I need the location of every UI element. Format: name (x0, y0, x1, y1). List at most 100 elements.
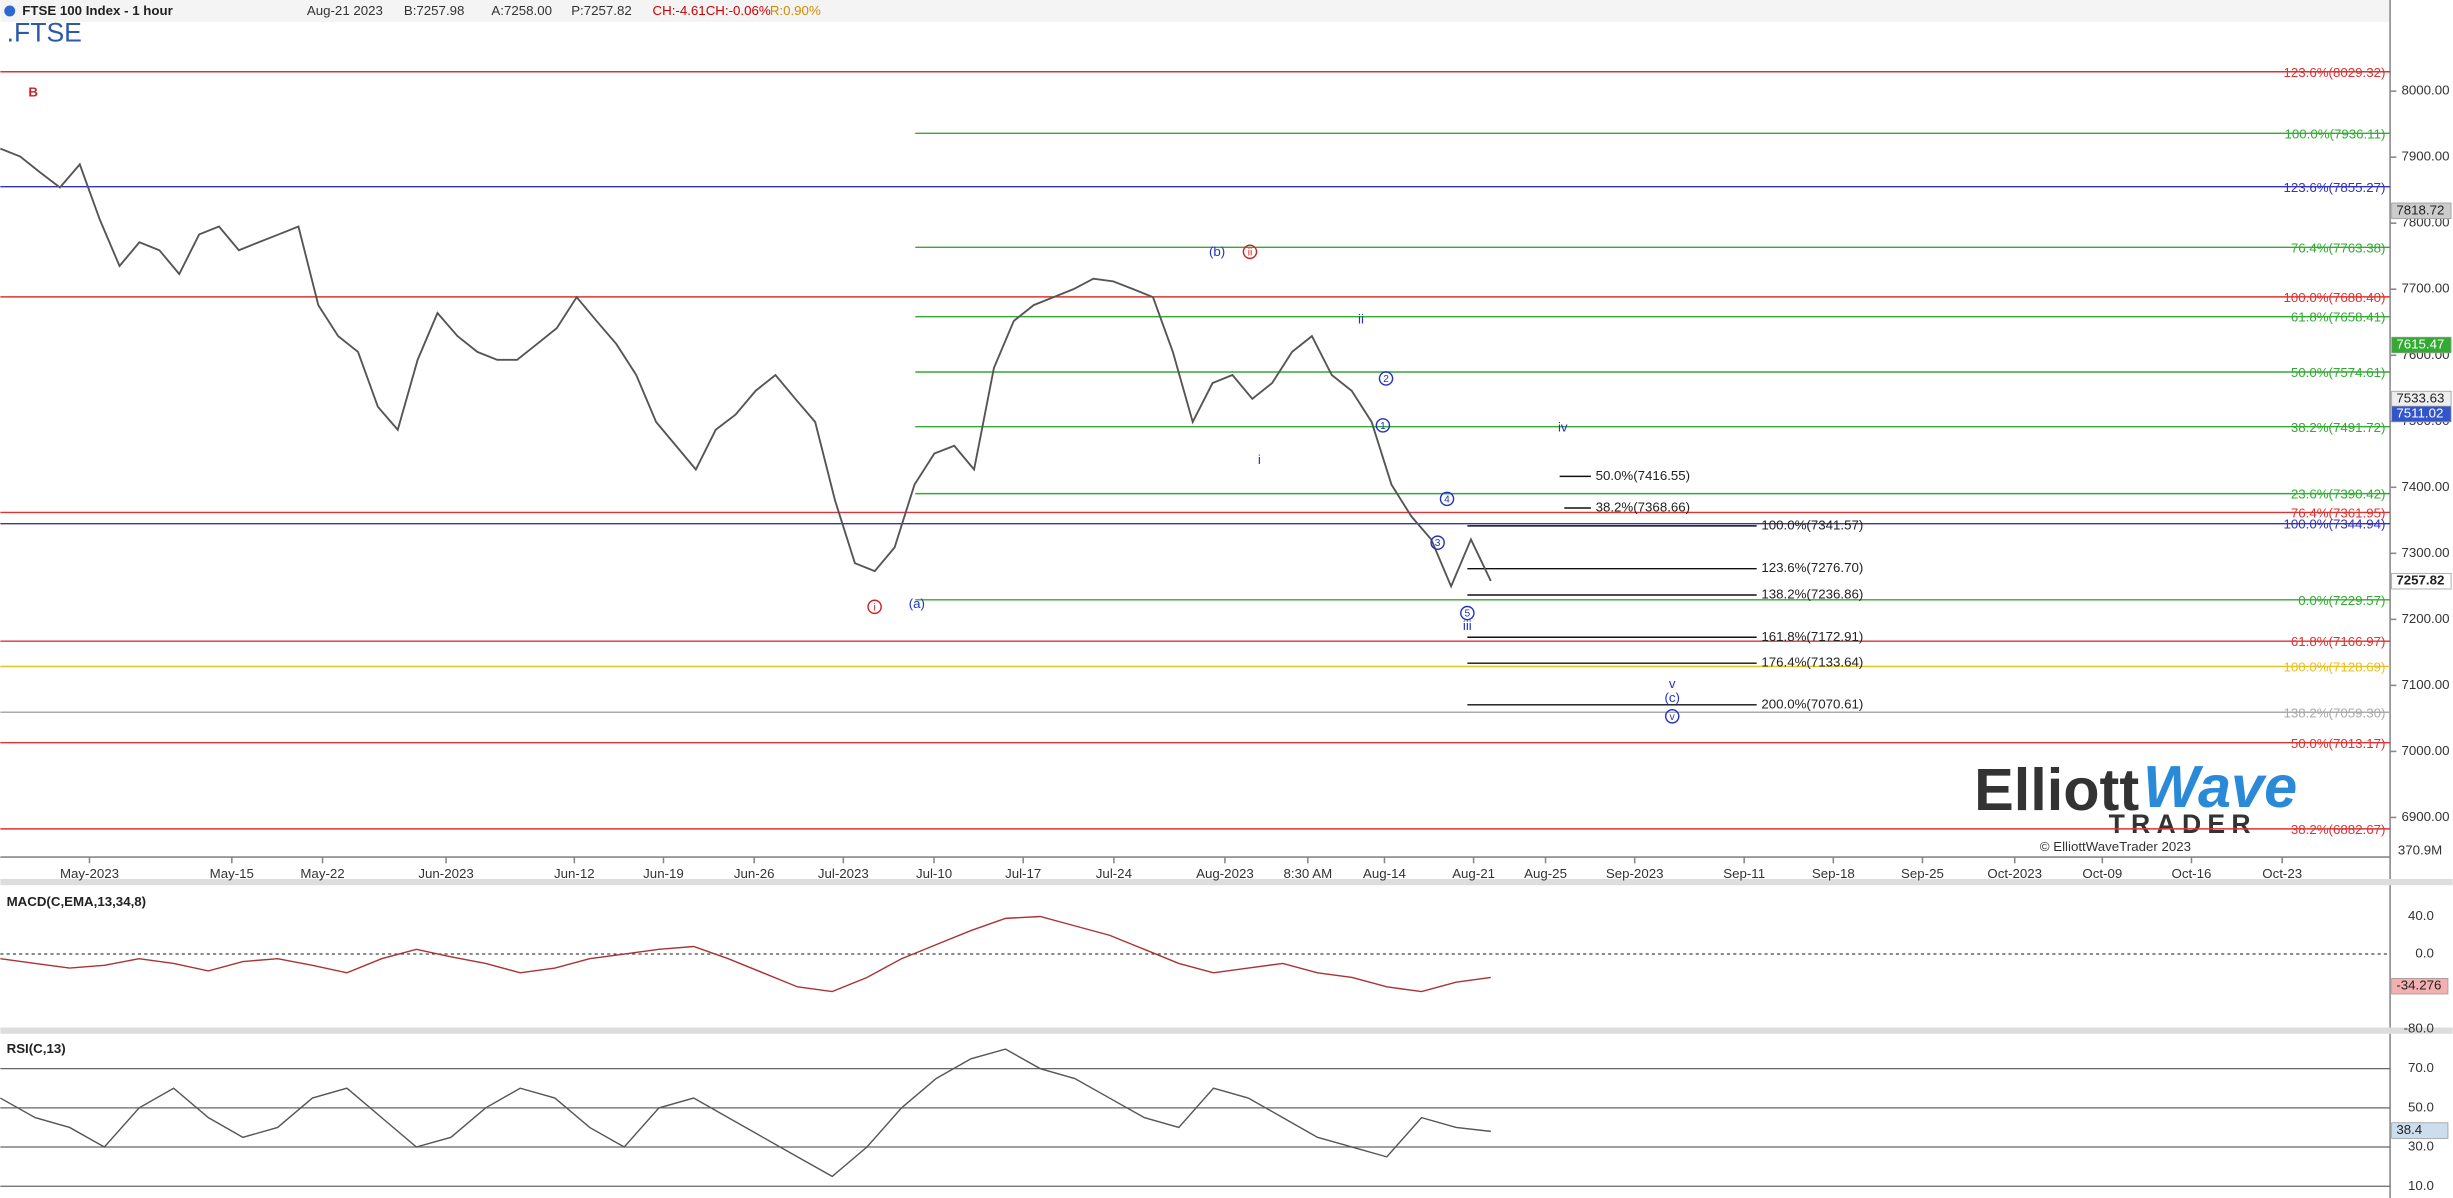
y-tick-label: 40.0 (2408, 908, 2434, 923)
price-badge (2391, 336, 2452, 354)
price-badge (2391, 572, 2452, 590)
fib-label: 123.6%(8029.32) (2283, 65, 2385, 80)
price-line (0, 147, 1492, 589)
x-tick-label: Oct-09 (2082, 866, 2122, 881)
y-tick-label: 7000.00 (2402, 743, 2450, 758)
x-tick-label: 8:30 AM (1283, 866, 1332, 881)
x-tick-label: Aug-21 (1452, 866, 1495, 881)
price-badge-label: 7511.02 (2396, 406, 2443, 421)
header-dot (4, 5, 16, 17)
wave-label: (b) (1209, 244, 1225, 259)
header-item: B:7257.98 (404, 3, 465, 18)
wave-label: ii (1248, 247, 1253, 258)
macd-line (0, 915, 1491, 993)
wave-circle (867, 599, 882, 615)
wave-label: B (28, 85, 38, 100)
y-tick-label: 7100.00 (2402, 677, 2450, 692)
fib-label: 100.0%(7344.94) (2283, 517, 2385, 532)
wave-label: 1 (1380, 421, 1386, 432)
panel-divider (0, 1027, 2453, 1034)
fib-label: 50.0%(7574.61) (2291, 365, 2386, 380)
wave-circle (1378, 371, 1394, 386)
target-label: 123.6%(7276.70) (1761, 560, 1863, 575)
indicator-badge (2391, 977, 2449, 995)
wave-circle (1430, 535, 1445, 550)
x-tick-label: Jun-2023 (418, 866, 473, 881)
wave-label: (c) (1664, 690, 1679, 705)
y-tick-label: 10.0 (2408, 1178, 2434, 1193)
x-tick-label: May-22 (300, 866, 344, 881)
y-tick-label: 70.0 (2408, 1060, 2434, 1075)
wave-label: 2 (1383, 374, 1389, 385)
wave-circle (1664, 709, 1680, 724)
watermark-text: Elliott (1974, 756, 2139, 823)
target-label: 138.2%(7236.86) (1761, 587, 1863, 602)
x-tick-label: May-2023 (60, 866, 119, 881)
header-item: CH:-4.61 (653, 3, 706, 18)
fib-label: 138.2%(7059.30) (2283, 705, 2385, 720)
price-badge-label: 7257.82 (2396, 573, 2444, 588)
wave-label: 4 (1444, 494, 1450, 505)
fib-label: 61.8%(7166.97) (2291, 634, 2386, 649)
fib-label: 100.0%(7936.11) (2284, 126, 2385, 141)
wave-label: v (1670, 712, 1676, 723)
symbol: .FTSE (7, 17, 82, 47)
y-tick-label: 7400.00 (2402, 479, 2450, 494)
y-tick-label: 8000.00 (2402, 83, 2450, 98)
x-tick-label: Sep-11 (1723, 866, 1765, 881)
header-item: P:7257.82 (571, 3, 632, 18)
watermark-copyright: © ElliottWaveTrader 2023 (2040, 839, 2191, 854)
fib-label: 23.6%(7390.42) (2291, 487, 2386, 502)
target-label: 100.0%(7341.57) (1761, 517, 1863, 532)
fib-label: 50.0%(7013.17) (2291, 736, 2386, 751)
chart-title: FTSE 100 Index - 1 hour (22, 3, 173, 18)
wave-label: 3 (1435, 538, 1441, 549)
wave-label: ii (1358, 311, 1364, 326)
y-tick-label: 7300.00 (2402, 545, 2450, 560)
x-tick-label: Jul-24 (1096, 866, 1132, 881)
y-tick-label: 0.0 (2415, 946, 2433, 961)
header-item: A:7258.00 (491, 3, 552, 18)
wave-circle (1242, 244, 1258, 260)
x-tick-label: Jul-17 (1005, 866, 1041, 881)
fib-label: 38.2%(7491.72) (2291, 420, 2386, 435)
x-tick-label: Oct-16 (2172, 866, 2212, 881)
price-badge-label: 7615.47 (2396, 337, 2444, 352)
price-badge (2391, 405, 2452, 423)
fib-label: 38.2%(6882.67) (2291, 822, 2386, 837)
y-tick-label: 50.0 (2408, 1099, 2434, 1114)
price-badge (2391, 202, 2452, 220)
wave-label: i (873, 602, 875, 613)
fib-label: 123.6%(7855.27) (2283, 180, 2385, 195)
x-tick-label: Jun-26 (734, 866, 775, 881)
x-tick-label: Aug-25 (1524, 866, 1567, 881)
volume-label: 370.9M (2398, 842, 2442, 857)
x-tick-label: May-15 (210, 866, 254, 881)
indicator-badge-label: 38.4 (2396, 1122, 2422, 1137)
header-item: R:0.90% (770, 3, 821, 18)
wave-label: iii (1463, 618, 1472, 633)
panel-title: MACD(C,EMA,13,34,8) (7, 894, 146, 909)
wave-circle (1439, 491, 1455, 507)
fib-label: 61.8%(7658.41) (2291, 310, 2386, 325)
target-label: 161.8%(7172.91) (1761, 629, 1863, 644)
x-tick-label: Sep-18 (1812, 866, 1855, 881)
watermark-text: Wave (2143, 753, 2297, 820)
y-tick-label: 30.0 (2408, 1139, 2434, 1154)
wave-label: (a) (909, 596, 925, 611)
target-label: 50.0%(7416.55) (1596, 468, 1691, 483)
fib-label: 100.0%(7688.40) (2283, 290, 2385, 305)
x-tick-label: Jun-19 (643, 866, 684, 881)
rsi-line (0, 1048, 1491, 1178)
panel-divider (0, 878, 2453, 886)
fib-label: 0.0%(7229.57) (2298, 593, 2385, 608)
watermark-text: TRADER (2109, 809, 2257, 839)
wave-label: iv (1558, 419, 1568, 434)
header-bar (0, 0, 2391, 22)
header-item: CH:-0.06% (706, 3, 771, 18)
wave-circle (1460, 605, 1475, 621)
y-tick-label: 7200.00 (2402, 611, 2450, 626)
wave-circle (1375, 418, 1391, 433)
x-tick-label: Jul-2023 (818, 866, 869, 881)
